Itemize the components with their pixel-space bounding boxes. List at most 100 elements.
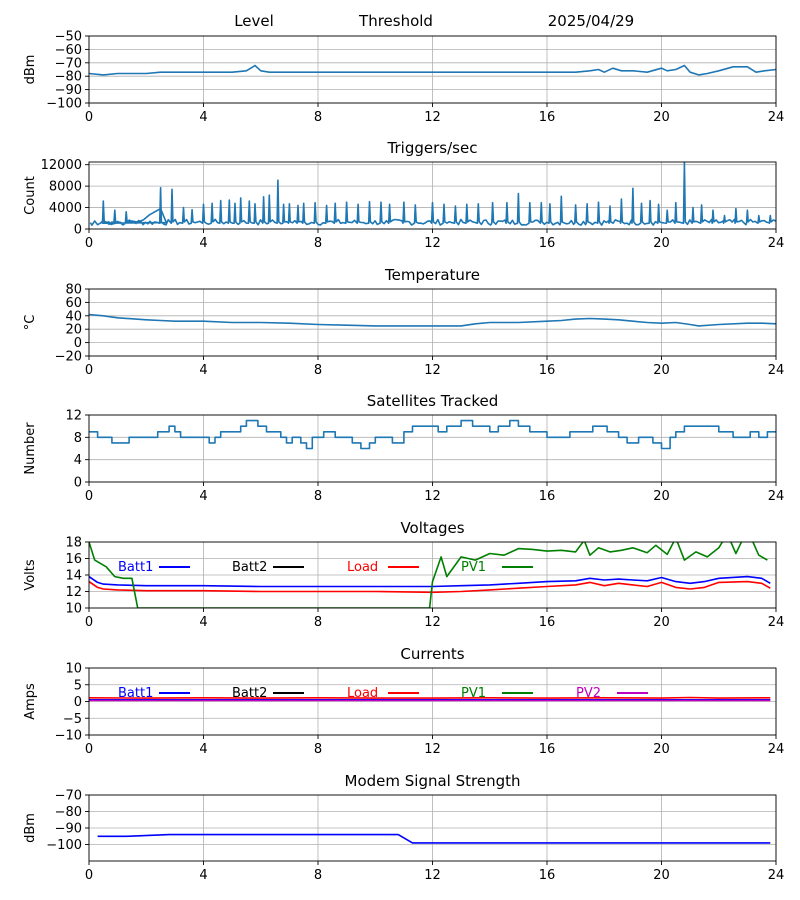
x-tick-label: 8	[314, 110, 322, 125]
y-tick-label: −10	[55, 729, 82, 744]
series-group	[89, 696, 771, 702]
legend-label-load: Load	[347, 686, 378, 701]
y-tick-label: 12	[65, 409, 82, 424]
y-tick-label: −20	[55, 350, 82, 365]
x-tick-label: 16	[539, 110, 556, 125]
x-tick-label: 16	[539, 363, 556, 378]
x-tick-label: 12	[424, 236, 441, 251]
y-tick-label: −80	[55, 70, 82, 85]
legend-label-pv1: PV1	[461, 560, 486, 575]
chart-panel-7: Modem Signal Strength 0 4 8 12 16 20 24 −70−80 −9…	[23, 772, 784, 883]
y-tick-label: 0	[74, 336, 82, 351]
y-tick-label: 12000	[41, 158, 82, 173]
y-axis-label: °C	[23, 315, 38, 331]
series-group	[89, 162, 776, 226]
y-tick-label: 14	[65, 569, 82, 584]
x-tick-label: 0	[85, 363, 93, 378]
series-line-1	[97, 833, 771, 844]
x-tick-label: 12	[424, 363, 441, 378]
y-tick-label: −50	[55, 30, 82, 45]
series-line-1	[89, 313, 776, 327]
x-tick-label: 0	[85, 236, 93, 251]
x-tick-label: 12	[424, 742, 441, 757]
x-tick-label: 8	[314, 489, 322, 504]
y-tick-label: 80	[65, 283, 82, 298]
y-tick-label: −100	[46, 97, 82, 112]
y-axis-label: Amps	[23, 683, 38, 720]
y-tick-label: 4	[74, 453, 82, 468]
chart-panel-2: Triggers/sec 0 4 8 12 16 20 24 0 4000 8000 12000Cou…	[23, 139, 784, 251]
series-line-batt1	[89, 575, 771, 588]
x-tick-label: 20	[653, 110, 670, 125]
legend-label-batt2: Batt2	[232, 560, 267, 575]
chart-title: Voltages	[400, 519, 464, 537]
date-label: 2025/04/29	[548, 12, 634, 30]
y-axis-label: Number	[23, 422, 38, 475]
x-tick-label: 8	[314, 868, 322, 883]
y-tick-label: 0	[74, 695, 82, 710]
y-tick-label: 0	[74, 223, 82, 238]
legend-label-load: Load	[347, 560, 378, 575]
x-tick-label: 4	[199, 236, 207, 251]
y-tick-label: −70	[55, 789, 82, 804]
x-tick-label: 4	[199, 489, 207, 504]
threshold-label: Threshold	[358, 12, 433, 30]
y-tick-label: 4000	[49, 201, 82, 216]
y-tick-label: 12	[65, 585, 82, 600]
y-tick-label: −90	[55, 822, 82, 837]
x-tick-label: 12	[424, 615, 441, 630]
level-label: Level	[234, 12, 274, 30]
series-line-1	[89, 419, 776, 450]
y-tick-label: −60	[55, 43, 82, 58]
x-tick-label: 24	[768, 742, 785, 757]
legend-label-batt1: Batt1	[118, 560, 153, 575]
chart-title: Modem Signal Strength	[345, 772, 521, 790]
x-tick-label: 0	[85, 489, 93, 504]
x-tick-label: 24	[768, 489, 785, 504]
series-group	[89, 64, 776, 76]
x-tick-label: 8	[314, 615, 322, 630]
x-tick-label: 20	[653, 363, 670, 378]
legend-label-batt2: Batt2	[232, 686, 267, 701]
y-axis-label: dBm	[23, 55, 38, 85]
series-line-pv1	[89, 542, 768, 608]
x-tick-label: 20	[653, 868, 670, 883]
x-tick-label: 8	[314, 236, 322, 251]
x-tick-label: 16	[539, 742, 556, 757]
x-tick-label: 20	[653, 489, 670, 504]
y-tick-label: 10	[65, 602, 82, 617]
x-tick-label: 4	[199, 615, 207, 630]
y-axis-label: Volts	[23, 559, 38, 591]
x-tick-label: 24	[768, 615, 785, 630]
plot-frame	[88, 667, 777, 736]
y-tick-label: 8	[74, 431, 82, 446]
y-tick-label: 16	[65, 552, 82, 567]
panels: 0 4 8 12 16 20 24−50−60−70−80−90−100dBmTrigger…	[23, 30, 784, 884]
chart-title: Satellites Tracked	[367, 392, 498, 410]
y-tick-label: 5	[74, 678, 82, 693]
series-line-1	[89, 64, 776, 76]
x-tick-label: 4	[199, 742, 207, 757]
legend-label-batt1: Batt1	[118, 686, 153, 701]
y-tick-label: 18	[65, 536, 82, 551]
x-tick-label: 12	[424, 868, 441, 883]
plot-frame	[88, 414, 777, 483]
plot-frame	[88, 161, 777, 230]
x-tick-label: 8	[314, 363, 322, 378]
plot-frame	[88, 288, 777, 357]
x-tick-label: 12	[424, 110, 441, 125]
x-tick-label: 16	[539, 868, 556, 883]
x-tick-label: 12	[424, 489, 441, 504]
x-tick-label: 4	[199, 868, 207, 883]
plot-frame	[88, 541, 777, 609]
y-tick-label: −5	[63, 712, 82, 727]
y-tick-label: 8000	[49, 180, 82, 195]
x-tick-label: 0	[85, 110, 93, 125]
plot-frame	[88, 794, 777, 862]
series-group	[89, 313, 776, 327]
series-line-1	[89, 162, 776, 226]
x-tick-label: 4	[199, 110, 207, 125]
